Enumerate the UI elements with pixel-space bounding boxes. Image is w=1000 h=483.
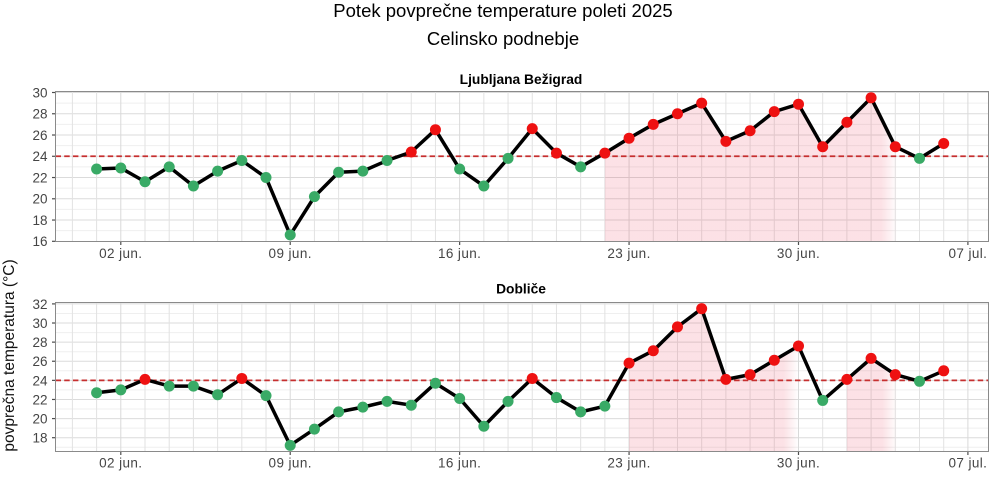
svg-text:20: 20 (32, 192, 47, 207)
svg-text:02 jun.: 02 jun. (99, 246, 142, 261)
svg-text:Potek povprečne temperature po: Potek povprečne temperature poleti 2025 (333, 0, 672, 21)
svg-text:Ljubljana Bežigrad: Ljubljana Bežigrad (460, 72, 583, 87)
svg-text:23 jun.: 23 jun. (607, 456, 650, 471)
svg-text:30: 30 (32, 85, 47, 100)
svg-text:09 jun.: 09 jun. (269, 456, 312, 471)
svg-text:30: 30 (32, 316, 47, 331)
svg-text:22: 22 (32, 392, 47, 407)
svg-text:16 jun.: 16 jun. (438, 456, 481, 471)
svg-text:07 jul.: 07 jul. (948, 246, 987, 261)
svg-text:23 jun.: 23 jun. (607, 246, 650, 261)
svg-text:20: 20 (32, 411, 47, 426)
svg-text:26: 26 (32, 354, 47, 369)
svg-text:07 jul.: 07 jul. (948, 456, 987, 471)
svg-text:24: 24 (32, 373, 48, 388)
svg-text:22: 22 (32, 170, 47, 185)
svg-text:16 jun.: 16 jun. (438, 246, 481, 261)
svg-text:24: 24 (32, 149, 48, 164)
svg-text:Celinsko podnebje: Celinsko podnebje (427, 28, 579, 49)
svg-text:30 jun.: 30 jun. (777, 456, 820, 471)
svg-text:26: 26 (32, 128, 47, 143)
svg-text:02 jun.: 02 jun. (99, 456, 142, 471)
svg-text:povprečna temperatura (°C): povprečna temperatura (°C) (1, 259, 18, 451)
svg-text:28: 28 (32, 335, 47, 350)
svg-text:Dobliče: Dobliče (496, 282, 546, 297)
svg-text:18: 18 (32, 213, 47, 228)
svg-text:30 jun.: 30 jun. (777, 246, 820, 261)
svg-text:16: 16 (32, 234, 47, 249)
svg-text:18: 18 (32, 431, 47, 446)
svg-text:32: 32 (32, 297, 47, 312)
svg-text:28: 28 (32, 107, 47, 122)
svg-text:09 jun.: 09 jun. (269, 246, 312, 261)
